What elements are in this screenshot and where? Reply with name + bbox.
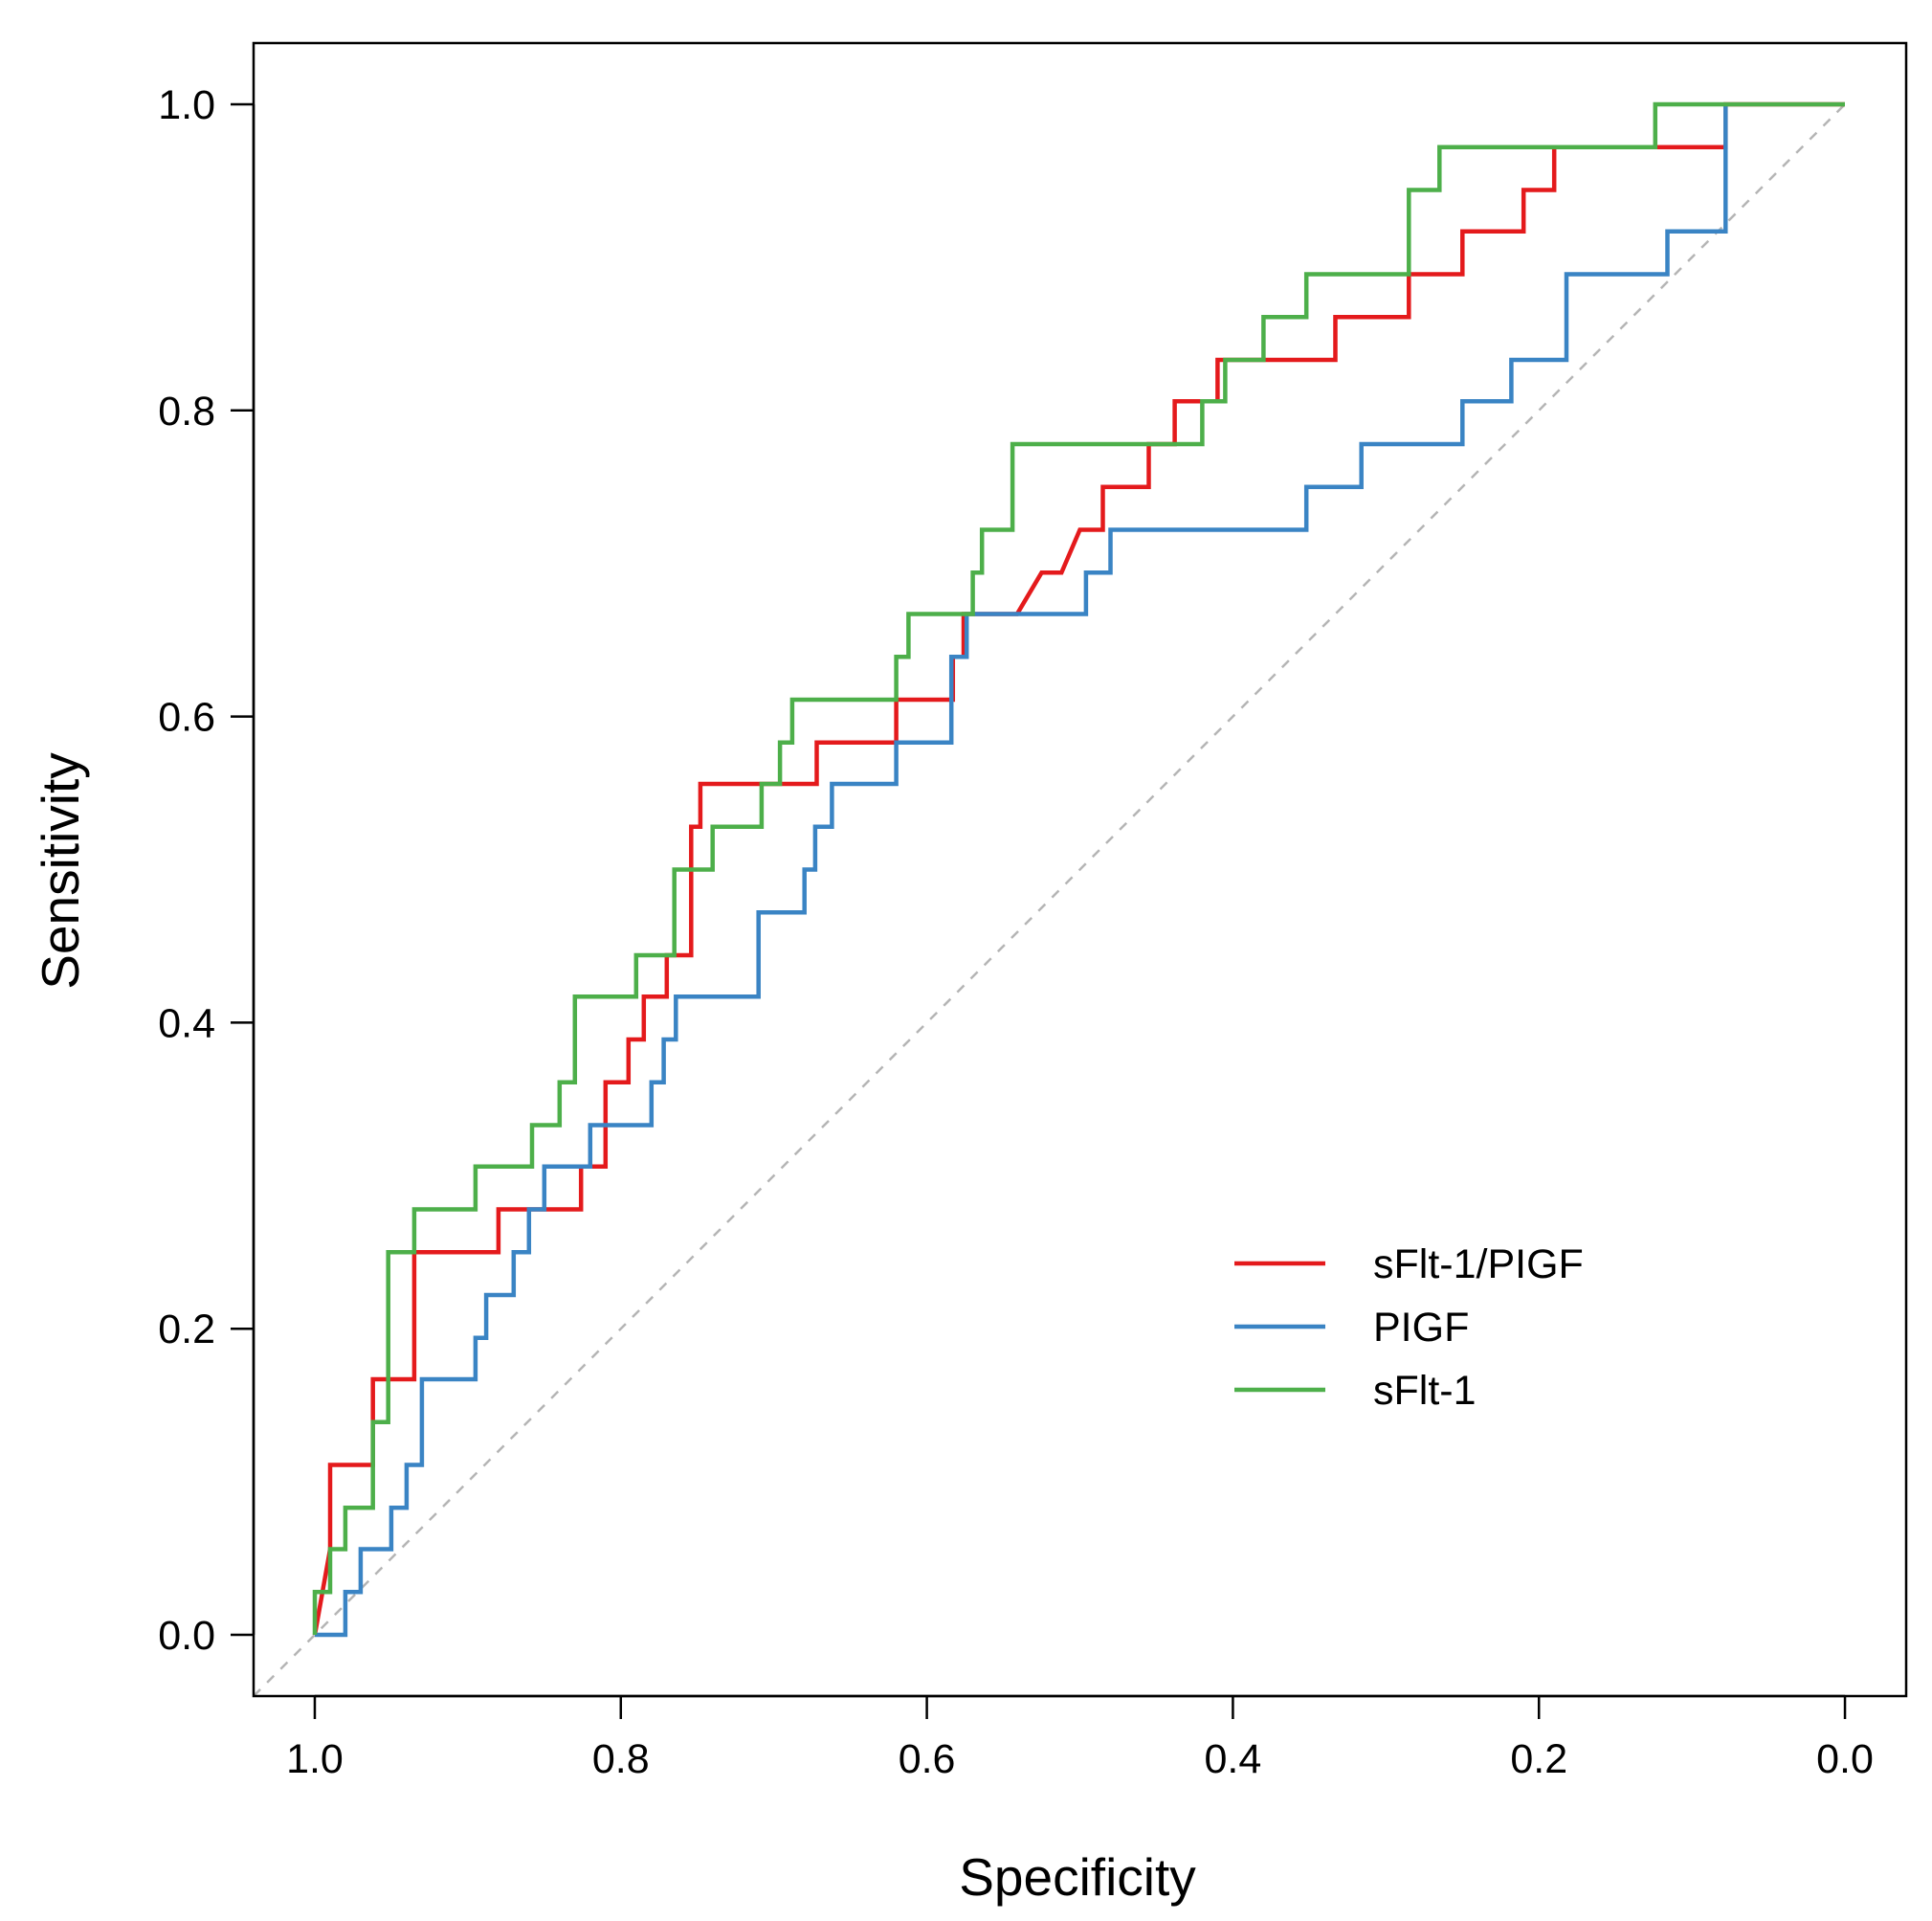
x-axis-title: Specificity bbox=[959, 1847, 1196, 1907]
x-tick-label: 0.8 bbox=[592, 1736, 650, 1782]
y-tick-label: 0.0 bbox=[158, 1613, 215, 1659]
x-tick-label: 1.0 bbox=[286, 1736, 344, 1782]
y-tick-label: 0.8 bbox=[158, 389, 215, 435]
legend-label: PIGF bbox=[1373, 1305, 1469, 1351]
series-line-pigf bbox=[315, 104, 1728, 1638]
legend: sFlt-1/PIGF PIGF sFlt-1 bbox=[1234, 1241, 1584, 1414]
x-tick-label: 0.2 bbox=[1510, 1736, 1567, 1782]
x-axis: 1.0 0.8 0.6 0.4 0.2 0.0 bbox=[286, 1694, 1874, 1782]
legend-label: sFlt-1 bbox=[1373, 1368, 1477, 1414]
series-line-sflt-1-pigf bbox=[312, 101, 1845, 1636]
y-axis-title: Sensitivity bbox=[31, 752, 90, 990]
y-tick-label: 0.4 bbox=[158, 1000, 215, 1046]
series-line-sflt-1 bbox=[312, 101, 1845, 1635]
legend-label: sFlt-1/PIGF bbox=[1373, 1241, 1584, 1287]
x-tick-label: 0.6 bbox=[899, 1736, 956, 1782]
y-tick-label: 0.6 bbox=[158, 695, 215, 741]
x-tick-label: 0.4 bbox=[1205, 1736, 1262, 1782]
x-tick-label: 0.0 bbox=[1816, 1736, 1874, 1782]
y-axis: 0.0 0.2 0.4 0.6 0.8 1.0 bbox=[158, 82, 255, 1659]
y-tick-label: 0.2 bbox=[158, 1307, 215, 1352]
y-tick-label: 1.0 bbox=[158, 82, 215, 128]
series-layer bbox=[312, 101, 1845, 1638]
